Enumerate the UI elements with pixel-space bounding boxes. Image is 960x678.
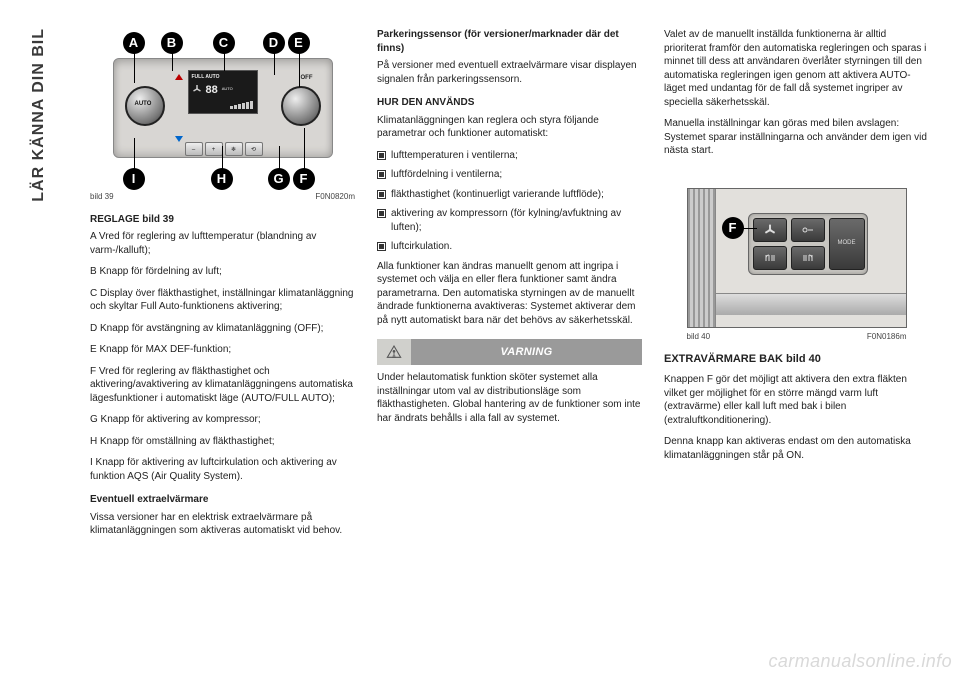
list-item: luftfördelning i ventilerna; <box>377 168 642 182</box>
temp-up-indicator <box>175 74 183 80</box>
rear-heater-p2: Denna knapp kan aktiveras endast om den … <box>664 435 929 462</box>
extra-heater-text: Vissa versioner har en elektrisk extrael… <box>90 511 355 538</box>
warning-paragraph: Under helautomatisk funktion sköter syst… <box>377 371 642 425</box>
recirc-button: ⟲ <box>245 142 263 156</box>
warning-icon <box>377 339 411 365</box>
figure-40: MODE F <box>687 188 907 328</box>
callout-line <box>222 146 223 170</box>
list-item: lufttemperaturen i ventilerna; <box>377 149 642 163</box>
memory-text: Manuella inställningar kan göras med bil… <box>664 117 929 158</box>
rear-fan-button <box>753 218 787 242</box>
callout-f: F <box>293 168 315 190</box>
callout-e: E <box>288 32 310 54</box>
lcd-auto-small: AUTO <box>222 86 233 91</box>
callout-line <box>279 146 280 170</box>
front-fog-button <box>791 246 825 270</box>
line-b: B Knapp för fördelning av luft; <box>90 265 355 279</box>
callout-line <box>224 53 225 71</box>
parking-sensor-text: På versioner med eventuell extraelvärmar… <box>377 59 642 86</box>
list-item: aktivering av kompressorn (för kylning/a… <box>377 207 642 234</box>
off-label: OFF <box>301 74 313 82</box>
fan-icon <box>192 84 202 94</box>
manual-override-text: Alla funktioner kan ändras manuellt geno… <box>377 260 642 328</box>
fan-knob <box>281 86 321 126</box>
callout-line <box>172 53 173 71</box>
dash-shelf <box>716 293 906 315</box>
callout-line <box>304 128 305 170</box>
aux-button-2 <box>791 218 825 242</box>
figure-39-caption: bild 39 F0N0820m <box>90 192 355 203</box>
callout-line <box>743 228 757 229</box>
fan-plus-button: + <box>205 142 223 156</box>
parking-sensor-heading: Parkeringssensor (för versioner/marknade… <box>377 28 642 55</box>
callout-d: D <box>263 32 285 54</box>
fig39-code: F0N0820m <box>315 192 355 203</box>
controls-heading: REGLAGE bild 39 <box>90 213 355 227</box>
how-used-heading: HUR DEN ANVÄNDS <box>377 96 642 110</box>
lcd-display: FULL AUTO 88 AUTO <box>188 70 258 114</box>
callout-c: C <box>213 32 235 54</box>
list-item: fläkthastighet (kontinuerligt varierande… <box>377 188 642 202</box>
callout-h: H <box>211 168 233 190</box>
fig40-number: bild 40 <box>687 332 711 343</box>
dash-edge <box>688 189 716 328</box>
column-2: Parkeringssensor (för versioner/marknade… <box>377 28 642 546</box>
column-1: AUTO OFF FULL AUTO 88 AUTO <box>90 28 355 546</box>
watermark: carmanualsonline.info <box>768 651 952 672</box>
callout-line <box>134 53 135 83</box>
rear-heater-p1: Knappen F gör det möjligt att aktivera d… <box>664 373 929 427</box>
rear-fog-button <box>753 246 787 270</box>
line-g: G Knapp för aktivering av kompressor; <box>90 413 355 427</box>
callout-line <box>274 53 275 75</box>
figure-40-caption: bild 40 F0N0186m <box>687 332 907 343</box>
page-columns: AUTO OFF FULL AUTO 88 AUTO <box>90 28 935 546</box>
line-a: A Vred för reglering av lufttemperatur (… <box>90 230 355 257</box>
callout-line <box>299 53 300 87</box>
list-item: luftcirkulation. <box>377 240 642 254</box>
warning-label: VARNING <box>411 345 642 360</box>
fig39-number: bild 39 <box>90 192 114 203</box>
line-i: I Knapp för aktivering av luftcirkulatio… <box>90 456 355 483</box>
mode-button: MODE <box>829 218 865 270</box>
line-e: E Knapp för MAX DEF-funktion; <box>90 343 355 357</box>
auto-knob-label: AUTO <box>135 100 152 108</box>
climate-panel-illustration: AUTO OFF FULL AUTO 88 AUTO <box>103 28 343 188</box>
line-c: C Display över fläkthastighet, inställni… <box>90 287 355 314</box>
temp-down-indicator <box>175 136 183 142</box>
figure-39: AUTO OFF FULL AUTO 88 AUTO <box>90 28 355 203</box>
callout-line <box>134 138 135 170</box>
section-side-title: LÄR KÄNNA DIN BIL <box>30 28 48 202</box>
callout-i: I <box>123 168 145 190</box>
line-d: D Knapp för avstängning av klimatanläggn… <box>90 322 355 336</box>
warning-bar: VARNING <box>377 339 642 365</box>
extra-heater-heading: Eventuell extraelvärmare <box>90 493 355 507</box>
callout-f-fig40: F <box>722 217 744 239</box>
callout-b: B <box>161 32 183 54</box>
lcd-bars <box>230 101 253 109</box>
line-h: H Knapp för omställning av fläkthastighe… <box>90 435 355 449</box>
compressor-button: ❄ <box>225 142 243 156</box>
center-button-row: – + ❄ ⟲ <box>185 142 263 156</box>
fan-minus-button: – <box>185 142 203 156</box>
lcd-number: 88 <box>206 83 218 98</box>
line-f: F Vred för reglering av fläkthastighet o… <box>90 365 355 406</box>
callout-a: A <box>123 32 145 54</box>
priority-text: Valet av de manuellt inställda funktione… <box>664 28 929 109</box>
rear-heater-heading: EXTRAVÄRMARE BAK bild 40 <box>664 352 929 367</box>
how-used-intro: Klimatanläggningen kan reglera och styra… <box>377 114 642 141</box>
column-3: Valet av de manuellt inställda funktione… <box>664 28 929 546</box>
feature-list: lufttemperaturen i ventilerna; luftförde… <box>377 149 642 254</box>
lcd-full-auto: FULL AUTO <box>192 74 254 81</box>
callout-g: G <box>268 168 290 190</box>
fig40-code: F0N0186m <box>867 332 907 343</box>
button-cluster: MODE <box>748 213 868 275</box>
